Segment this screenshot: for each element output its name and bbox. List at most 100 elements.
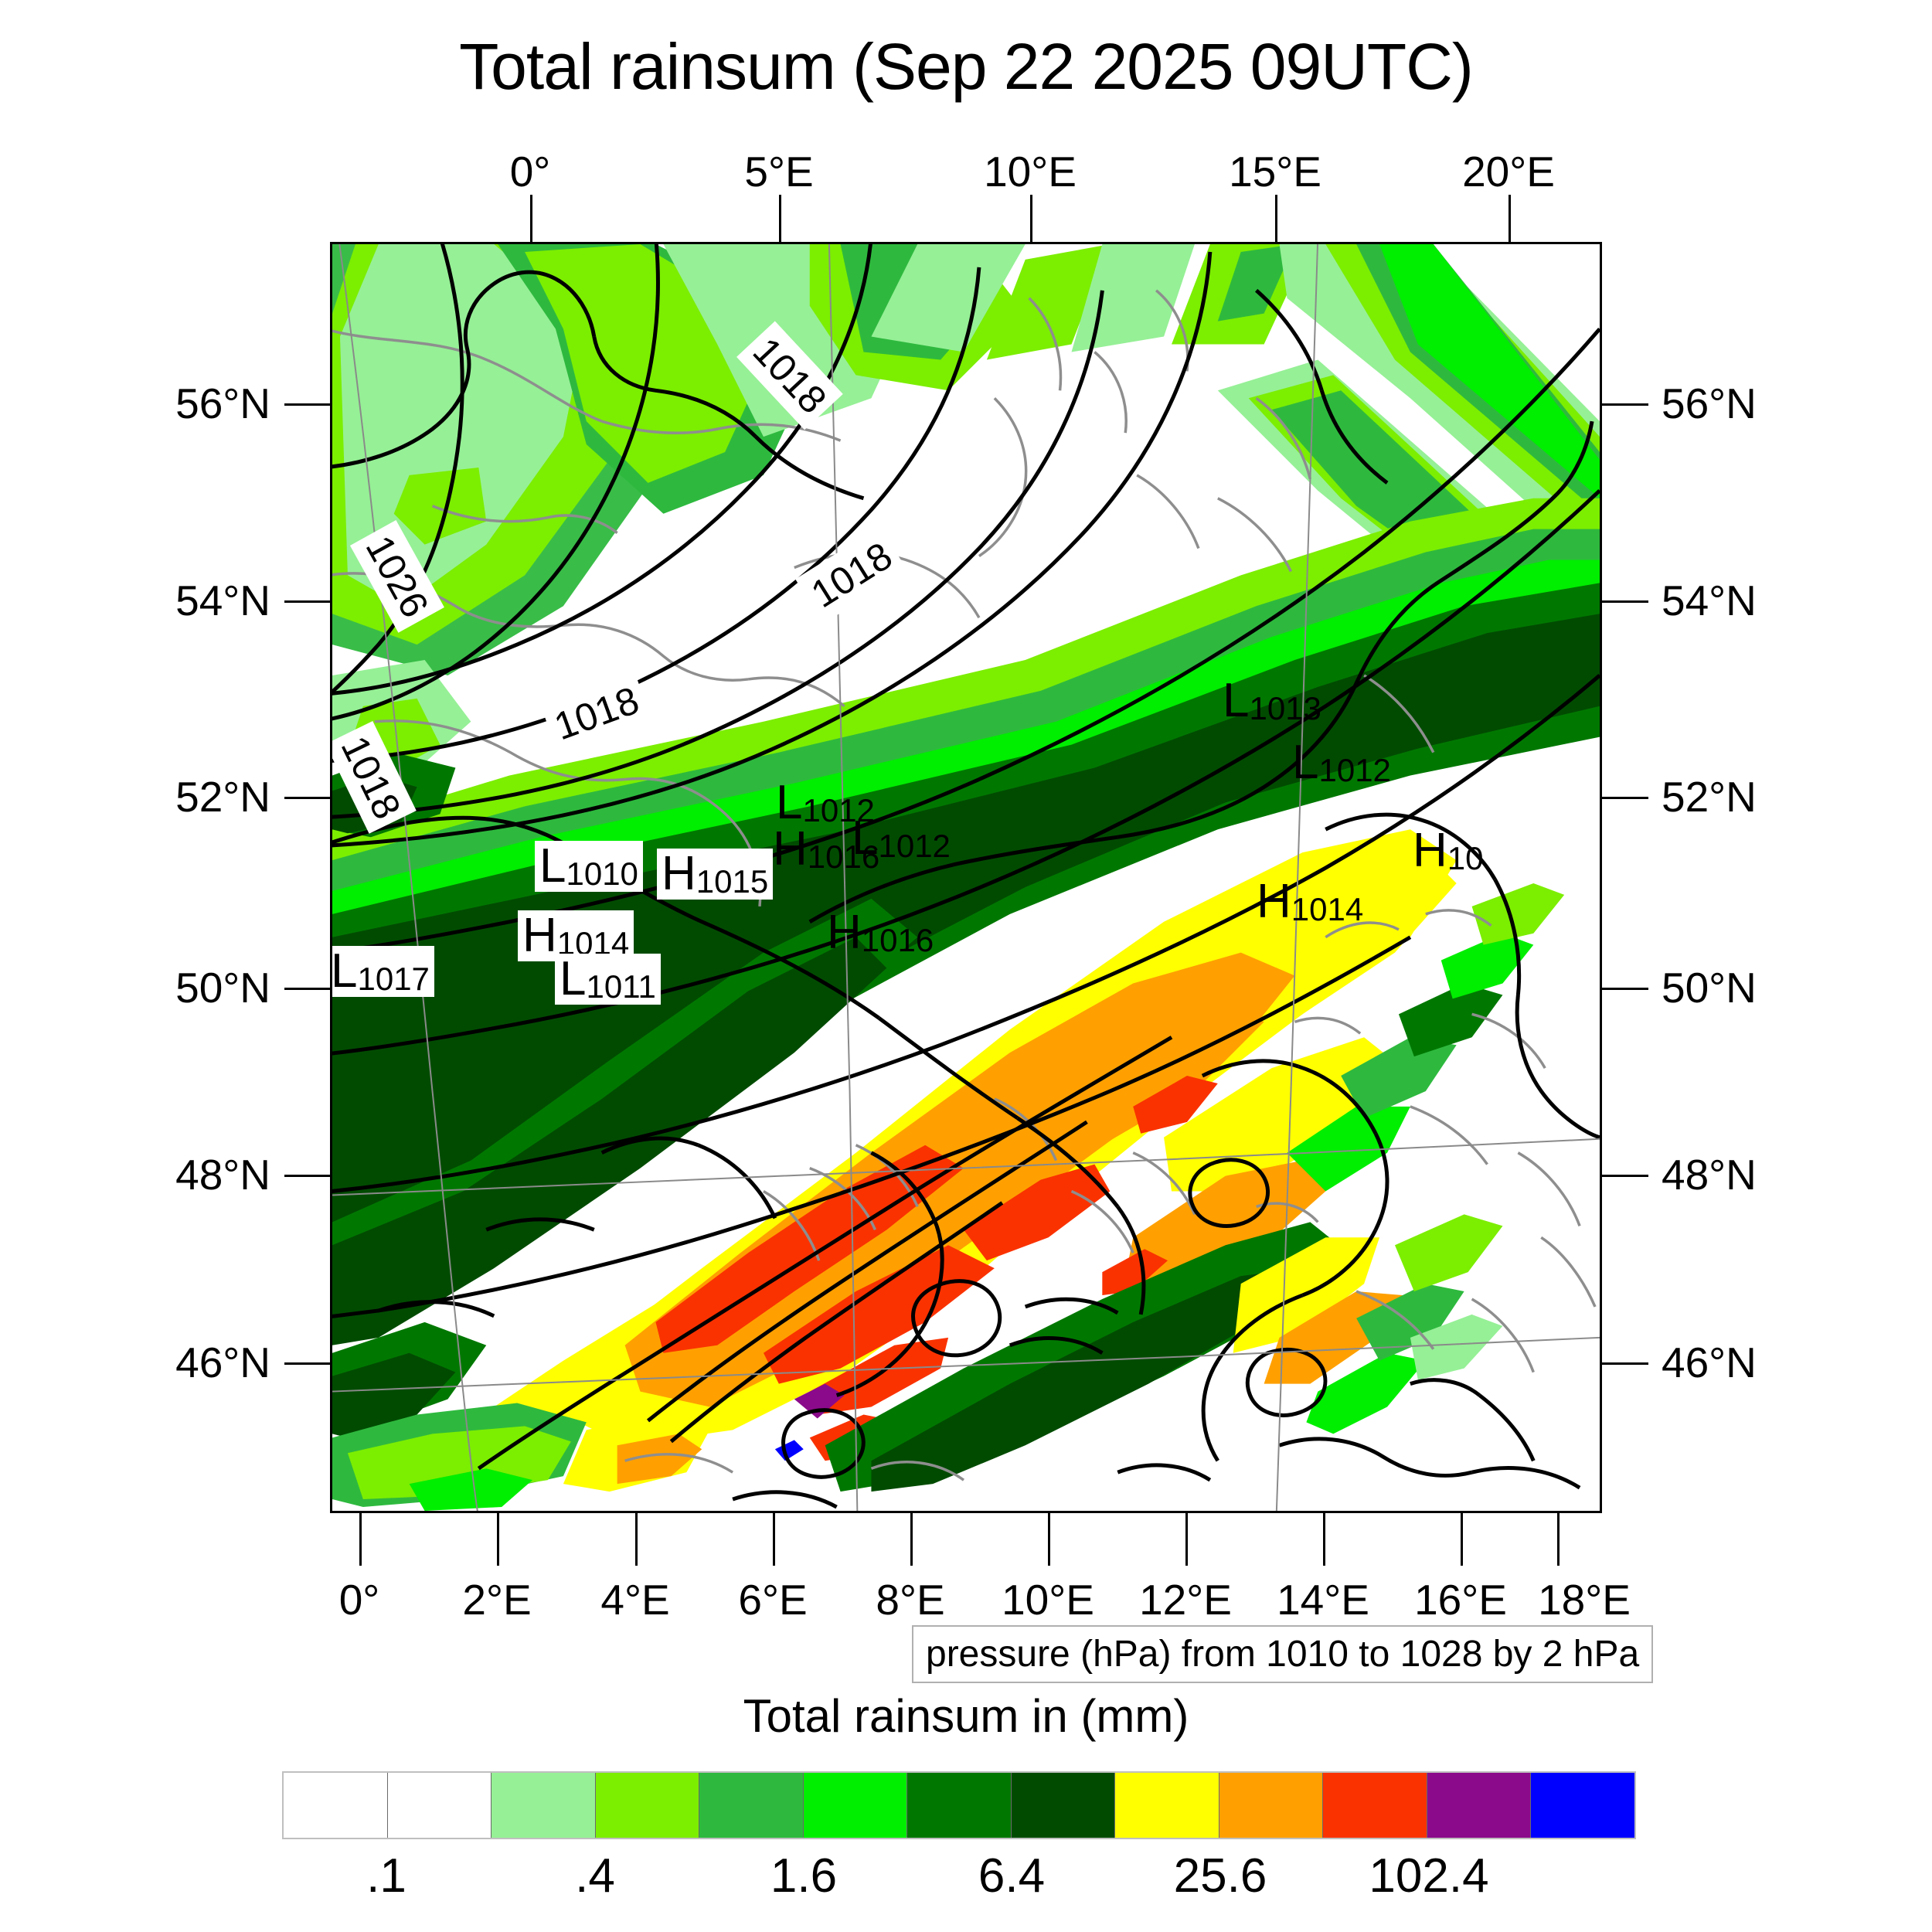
colorbar-label-3: 6.4 <box>978 1849 1046 1903</box>
tick-bottom-18 <box>1557 1513 1560 1566</box>
tick-bottom-8 <box>910 1513 913 1566</box>
marker-glyph: L <box>1292 736 1319 789</box>
tick-left-52 <box>284 797 331 799</box>
marker-value: 1012 <box>878 828 951 864</box>
colorbar-cell-5 <box>803 1773 908 1838</box>
pressure-marker-L1012-center: L1012 <box>852 815 951 862</box>
tick-top-10 <box>1030 195 1032 242</box>
marker-value: 1016 <box>861 922 934 958</box>
pressure-marker-H1015: H1015 <box>657 847 774 900</box>
tick-left-48 <box>284 1175 331 1177</box>
colorbar-cell-4 <box>699 1773 804 1838</box>
axis-label-right-56: 56°N <box>1662 379 1757 427</box>
pressure-marker-H10-edge: H10 <box>1413 827 1484 875</box>
marker-value: 1011 <box>586 968 656 1005</box>
marker-value: 1010 <box>566 855 638 892</box>
pressure-marker-L1012-west: L1012 <box>776 779 875 827</box>
colorbar-cell-6 <box>907 1773 1012 1838</box>
axis-label-top-5: 5°E <box>744 148 814 196</box>
colorbar-cell-8 <box>1115 1773 1219 1838</box>
pressure-marker-H1016-north: H1016 <box>773 825 879 873</box>
axis-label-bottom-10: 10°E <box>1002 1576 1094 1624</box>
marker-glyph: H <box>662 847 696 900</box>
axis-label-top-15: 15°E <box>1229 148 1321 196</box>
axis-label-top-20: 20°E <box>1462 148 1555 196</box>
tick-bottom-6 <box>773 1513 775 1566</box>
pressure-legend: pressure (hPa) from 1010 to 1028 by 2 hP… <box>912 1625 1654 1683</box>
axis-label-top-0: 0° <box>509 148 551 196</box>
marker-value: 1017 <box>357 961 430 997</box>
colorbar[interactable] <box>282 1771 1636 1839</box>
tick-right-56 <box>1602 403 1648 406</box>
axis-label-left-52: 52°N <box>175 773 270 821</box>
marker-value: 10 <box>1447 840 1484 876</box>
colorbar-cell-12 <box>1531 1773 1634 1838</box>
axis-label-bottom-2: 2°E <box>462 1576 532 1624</box>
tick-top-20 <box>1509 195 1511 242</box>
axis-label-left-54: 54°N <box>175 577 270 624</box>
axis-label-bottom-18: 18°E <box>1538 1576 1631 1624</box>
marker-glyph: L <box>560 952 587 1005</box>
marker-glyph: L <box>331 944 358 998</box>
tick-left-54 <box>284 600 331 603</box>
tick-top-5 <box>779 195 781 242</box>
marker-glyph: L <box>852 811 879 865</box>
colorbar-label-4: 25.6 <box>1173 1849 1267 1903</box>
map-canvas <box>332 244 1600 1511</box>
marker-glyph: L <box>1223 674 1250 727</box>
marker-value: 1016 <box>807 838 880 875</box>
axis-label-right-54: 54°N <box>1662 577 1757 624</box>
axis-label-right-50: 50°N <box>1662 964 1757 1012</box>
map-plot-area: 1026 1026 1018 1018 1018 1018 L1013 L101… <box>330 242 1602 1513</box>
tick-bottom-0 <box>359 1513 362 1566</box>
axis-label-bottom-8: 8°E <box>876 1576 945 1624</box>
tick-right-46 <box>1602 1362 1648 1365</box>
axis-label-bottom-16: 16°E <box>1414 1576 1507 1624</box>
marker-glyph: H <box>827 906 862 959</box>
marker-glyph: H <box>773 822 808 876</box>
colorbar-tick-labels: .1 .4 1.6 6.4 25.6 102.4 <box>282 1849 1636 1918</box>
tick-right-52 <box>1602 797 1648 799</box>
axis-label-bottom-12: 12°E <box>1139 1576 1232 1624</box>
tick-left-56 <box>284 403 331 406</box>
axis-label-bottom-0: 0° <box>338 1576 380 1624</box>
axis-label-bottom-4: 4°E <box>600 1576 670 1624</box>
marker-glyph: H <box>1257 875 1291 928</box>
isobars <box>332 244 1600 1479</box>
axis-label-right-48: 48°N <box>1662 1151 1757 1199</box>
tick-bottom-4 <box>635 1513 638 1566</box>
marker-value: 1014 <box>1291 891 1364 927</box>
pressure-marker-L1011: L1011 <box>555 954 661 1005</box>
page-title: Total rainsum (Sep 22 2025 09UTC) <box>459 30 1474 103</box>
axis-label-left-50: 50°N <box>175 964 270 1012</box>
colorbar-cell-10 <box>1323 1773 1427 1838</box>
marker-glyph: H <box>1413 824 1447 877</box>
axis-label-left-48: 48°N <box>175 1151 270 1199</box>
tick-bottom-12 <box>1185 1513 1188 1566</box>
colorbar-caption: Total rainsum in (mm) <box>743 1690 1189 1742</box>
axis-label-bottom-6: 6°E <box>738 1576 808 1624</box>
tick-top-0 <box>530 195 532 242</box>
tick-bottom-10 <box>1048 1513 1050 1566</box>
axis-label-right-52: 52°N <box>1662 773 1757 821</box>
pressure-marker-L1012-east: L1012 <box>1292 739 1391 787</box>
colorbar-cell-11 <box>1427 1773 1532 1838</box>
marker-glyph: L <box>776 776 803 829</box>
tick-bottom-2 <box>497 1513 499 1566</box>
tick-bottom-14 <box>1323 1513 1325 1566</box>
tick-right-48 <box>1602 1175 1648 1177</box>
coastlines <box>332 289 1597 1481</box>
tick-left-46 <box>284 1362 331 1365</box>
pressure-marker-L1017: L1017 <box>331 944 434 998</box>
colorbar-label-0: .1 <box>366 1849 406 1903</box>
precipitation-field <box>332 244 1600 1511</box>
pressure-marker-L1010: L1010 <box>535 841 643 892</box>
colorbar-label-2: 1.6 <box>770 1849 838 1903</box>
marker-glyph: L <box>539 839 566 893</box>
marker-value: 1012 <box>1318 752 1391 788</box>
colorbar-cell-3 <box>595 1773 700 1838</box>
marker-value: 1012 <box>802 792 875 828</box>
colorbar-label-1: .4 <box>575 1849 615 1903</box>
colorbar-cell-0 <box>284 1773 388 1838</box>
